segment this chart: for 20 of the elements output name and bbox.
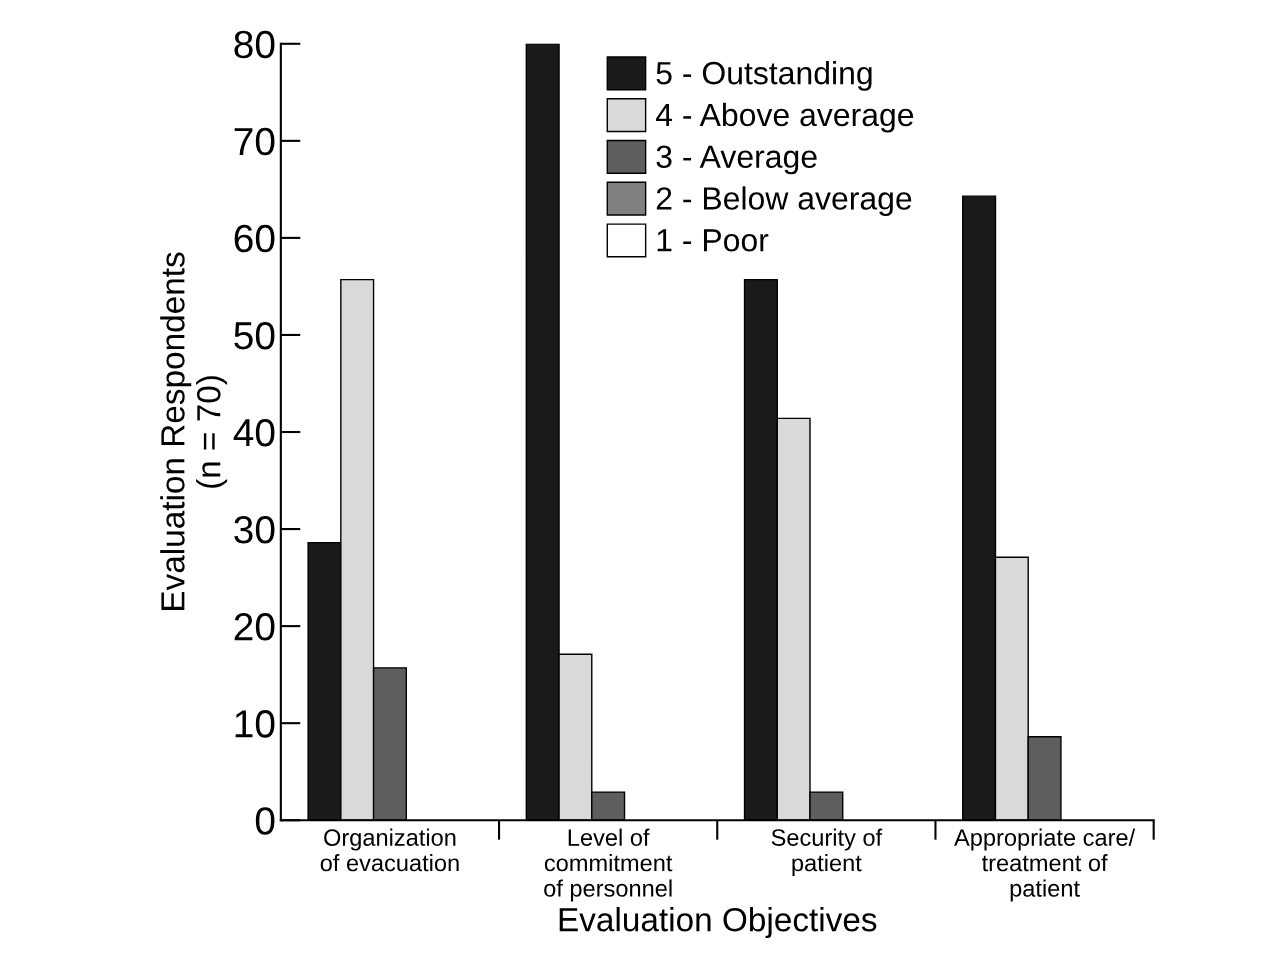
x-tick-label: Security of patient	[771, 828, 883, 877]
y-tick-label: 50	[234, 321, 275, 350]
x-tick-label: Organization of evacuation	[320, 828, 459, 872]
y-tick-label: 40	[233, 418, 275, 447]
legend-label: 4 - Above average	[655, 102, 914, 133]
y-tick-label: 70	[234, 127, 275, 156]
y-tick-label: 60	[234, 224, 275, 253]
legend-label: 3 - Average	[656, 145, 817, 175]
x-tick-label: Appropriate care/ treatment of patient	[954, 828, 1136, 902]
legend-label: 1 - Poor	[657, 229, 769, 252]
y-tick-label: 80	[234, 30, 275, 59]
y-tick-label: 30	[234, 516, 275, 544]
y-tick-label: 0	[255, 807, 275, 835]
y-tick-label: 10	[235, 710, 275, 738]
legend-label: 2 - Below average	[656, 186, 912, 217]
y-axis-title: Evaluation Respondents (n = 70)	[160, 252, 228, 610]
x-axis-title: Evaluation Objectives	[559, 907, 877, 939]
legend-label: 5 - Outstanding	[656, 61, 872, 91]
y-tick-label: 20	[234, 613, 275, 641]
x-tick-label: Level of commitment of personnel	[544, 828, 673, 902]
